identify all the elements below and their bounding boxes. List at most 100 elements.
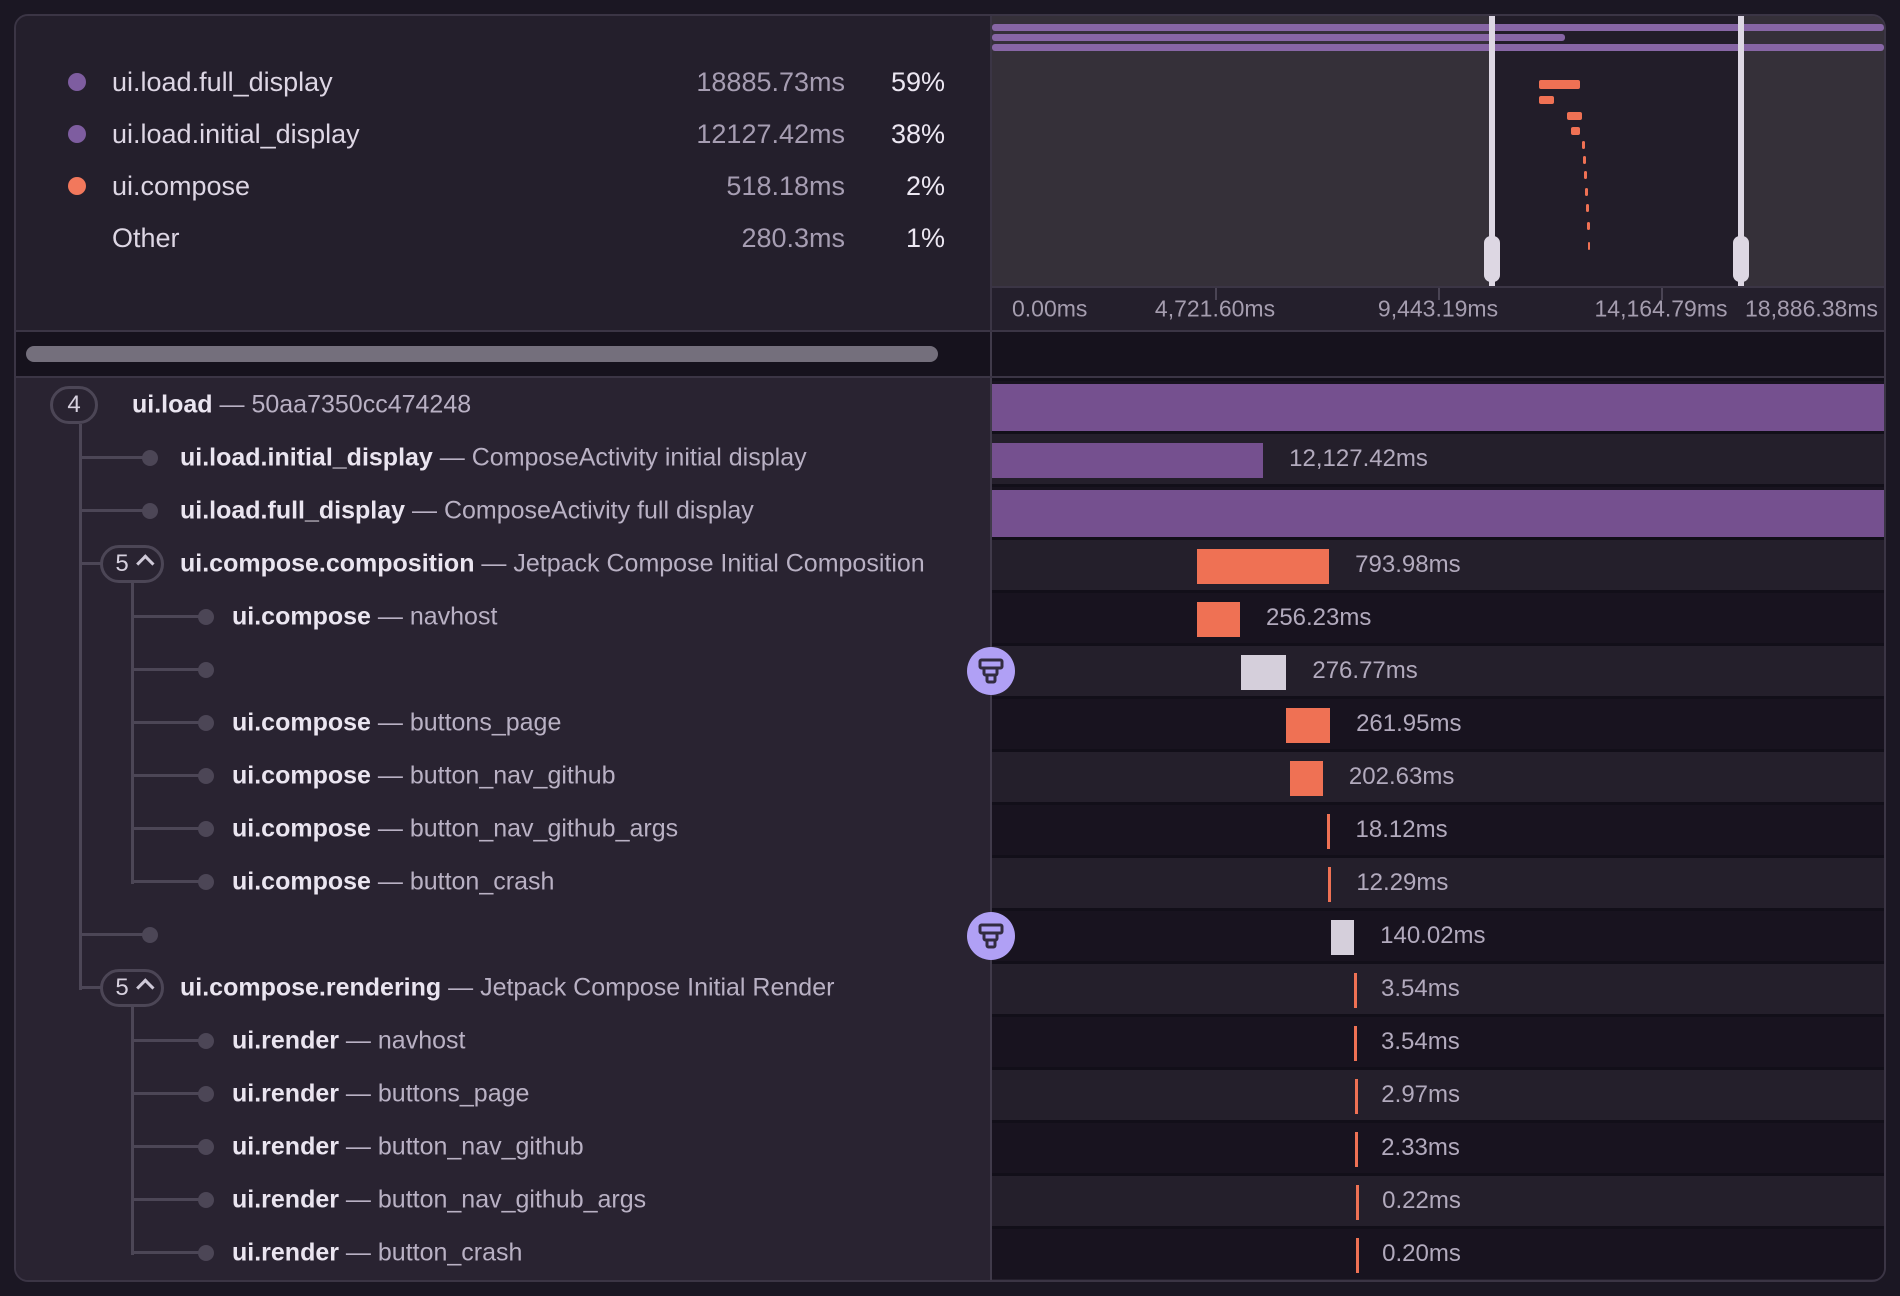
minimap-right-handle-grip[interactable] [1733,236,1750,282]
span-tree-row-label[interactable]: ui.compose — button_crash [232,867,554,896]
axis-time-label: 18,886.38ms [1745,295,1878,322]
span-op-name: ui.compose [232,761,371,789]
waterfall-row[interactable]: 12,127.42ms [992,431,1884,484]
span-duration-label: 3.54ms [1381,1028,1460,1055]
span-duration-bar[interactable] [1330,920,1355,955]
span-duration-bar[interactable] [1354,1079,1358,1114]
span-separator: — [432,443,472,471]
tree-hscrollbar-thumb[interactable] [26,346,938,362]
span-tree-row-label[interactable]: ui.render — navhost [232,1026,465,1055]
span-op-name: ui.load.initial_display [180,443,433,471]
trace-minimap[interactable] [992,16,1884,286]
span-description: button_nav_github_args [409,814,679,842]
span-tree-row-label[interactable]: ui.load.full_display — ComposeActivity f… [180,496,754,525]
span-duration-label: 12,127.42ms [1289,445,1428,472]
span-duration-label: 18.12ms [1355,816,1448,843]
span-children-count-badge[interactable]: 5 [100,544,164,583]
span-tree-row-label[interactable]: ui.render — button_nav_github [232,1132,584,1161]
waterfall-row[interactable]: 202.63ms [992,749,1884,802]
tree-connector-vertical [131,1007,134,1255]
waterfall-row[interactable] [992,378,1884,431]
minimap-compose-span-bar [1585,188,1588,196]
tree-node-dot [198,661,214,678]
span-tree-row-label[interactable]: ui.load.initial_display — ComposeActivit… [180,443,807,472]
span-duration-bar[interactable] [1328,867,1332,902]
legend-item[interactable]: Other 280.3ms 1% [16,212,990,264]
waterfall-row[interactable]: 256.23ms [992,590,1884,643]
span-duration-bar[interactable] [992,443,1264,478]
span-duration-bar[interactable] [992,384,1884,431]
waterfall-row[interactable]: 140.02ms [967,908,1884,961]
span-tree-row-label[interactable]: ui.compose — buttons_page [232,708,561,737]
minimap-left-handle[interactable] [1488,16,1495,286]
span-duration-bar[interactable] [1326,814,1330,849]
span-tree-row-label[interactable]: ui.compose.rendering — Jetpack Compose I… [180,973,834,1002]
waterfall-row[interactable] [992,484,1884,537]
minimap-viewport-window[interactable] [1491,16,1742,286]
waterfall-row[interactable]: 3.54ms [992,961,1884,1014]
span-duration-bar[interactable] [1240,655,1287,690]
legend-item[interactable]: ui.load.initial_display 12127.42ms 38% [16,108,990,160]
span-tree-row-label[interactable]: ui.compose.composition — Jetpack Compose… [180,549,925,578]
waterfall-row[interactable]: 18.12ms [992,802,1884,855]
waterfall-row[interactable]: 793.98ms [992,537,1884,590]
span-description: button_crash [409,867,555,895]
tree-node-dot [198,767,214,784]
span-separator: — [338,1026,378,1054]
tree-connector-horizontal [131,1251,206,1254]
profile-icon[interactable] [967,647,1015,695]
span-description: button_nav_github_args [377,1185,647,1213]
waterfall-row[interactable]: 2.33ms [992,1120,1884,1173]
span-tree-row-label[interactable]: ui.compose — button_nav_github [232,761,616,790]
span-duration-bar[interactable] [1354,973,1358,1008]
waterfall-row[interactable]: 261.95ms [992,696,1884,749]
span-duration-bar[interactable] [1286,708,1331,743]
span-tree-row-label[interactable]: ui.compose — navhost [232,602,497,631]
span-duration-bar[interactable] [1355,1238,1359,1273]
badge-count: 4 [67,390,81,418]
waterfall-row[interactable]: 3.54ms [992,1014,1884,1067]
span-duration-bar[interactable] [1197,602,1240,637]
span-description: ComposeActivity initial display [471,443,807,471]
span-duration-bar[interactable] [1354,1132,1358,1167]
tree-node-dot [198,1244,214,1261]
span-separator: — [441,973,481,1001]
span-duration-bar[interactable] [992,490,1884,537]
tree-hscrollbar-track[interactable] [16,332,992,376]
legend-item[interactable]: ui.load.full_display 18885.73ms 59% [16,56,990,108]
tree-connector-horizontal [131,721,206,724]
span-duration-bar[interactable] [1355,1185,1359,1220]
tree-node-dot [198,714,214,731]
span-tree-row-label[interactable]: ui.compose — button_nav_github_args [232,814,678,843]
span-description: Jetpack Compose Initial Render [480,973,835,1001]
minimap-compose-span-bar [1586,204,1589,212]
minimap-right-handle[interactable] [1738,16,1745,286]
span-children-count-badge[interactable]: 5 [100,968,164,1007]
span-children-count-badge[interactable]: 4 [50,385,98,424]
span-duration-bar[interactable] [1289,761,1323,796]
span-duration-bar[interactable] [1197,549,1330,584]
span-tree-row-label[interactable]: ui.render — button_nav_github_args [232,1185,646,1214]
waterfall-row[interactable]: 276.77ms [967,643,1884,696]
span-tree-row-label[interactable]: ui.load — 50aa7350cc474248 [132,390,471,419]
span-tree-row-label[interactable]: ui.render — buttons_page [232,1079,529,1108]
span-tree-row-label[interactable]: ui.render — button_crash [232,1238,522,1267]
minimap-section: 0.00ms 4,721.60ms 9,443.19ms 14,164.79ms 18,… [992,16,1884,330]
waterfall-hscrollbar-track[interactable] [992,332,1884,376]
minimap-left-handle-grip[interactable] [1483,236,1500,282]
waterfall-row[interactable]: 2.97ms [992,1067,1884,1120]
profile-icon[interactable] [967,912,1015,960]
legend-item[interactable]: ui.compose 518.18ms 2% [16,160,990,212]
waterfall-row[interactable]: 12.29ms [992,855,1884,908]
waterfall-row[interactable]: 0.20ms [992,1226,1884,1279]
trace-header: ui.load.full_display 18885.73ms 59% ui.load… [16,16,1884,332]
legend-op-duration: 18885.73ms [696,66,845,97]
span-duration-label: 140.02ms [1380,922,1486,949]
waterfall-row[interactable]: 0.22ms [992,1173,1884,1226]
axis-time-label: 9,443.19ms [1377,295,1499,322]
span-duration-bar[interactable] [1354,1026,1358,1061]
span-op-name: ui.compose.rendering [180,973,442,1001]
span-description: button_nav_github [409,761,616,789]
tree-connector-horizontal [131,774,206,777]
span-separator: — [370,814,410,842]
